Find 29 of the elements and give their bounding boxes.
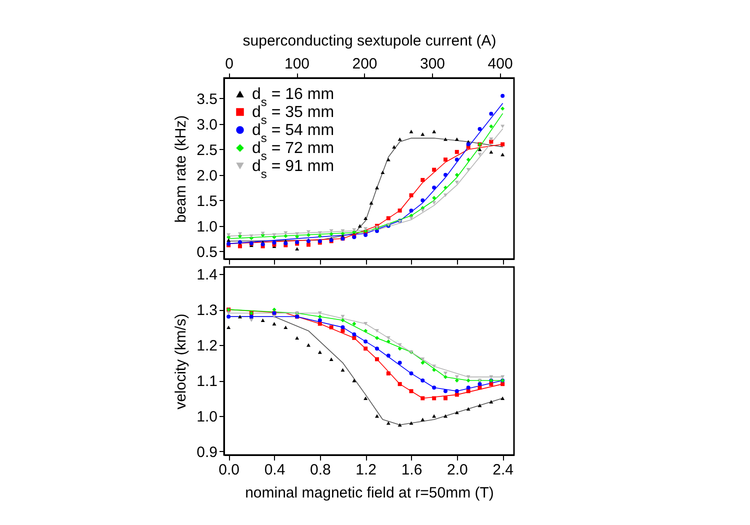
x-axis-title: nominal magnetic field at r=50mm (T)	[245, 484, 494, 502]
y-tick-label: 0.5	[196, 244, 218, 261]
x2-tick-label: 100	[284, 56, 310, 72]
y-tick-label: 3.5	[196, 90, 218, 108]
x2-tick-label: 200	[352, 56, 378, 72]
x-tick-label: 1.2	[356, 462, 377, 478]
y-tick-label: 0.9	[196, 444, 218, 461]
x2-axis-title: superconducting sextupole current (A)	[242, 32, 496, 50]
y-tick-label: 3.0	[196, 116, 218, 134]
y-axis-title: beam rate (kHz)	[172, 115, 190, 223]
x-tick-label: 0.0	[218, 462, 240, 478]
y-tick-label: 1.4	[196, 266, 218, 284]
y-tick-label: 1.1	[196, 373, 218, 390]
y-tick-label: 1.5	[196, 192, 218, 210]
x2-tick-label: 300	[420, 56, 446, 72]
y-axis-title: velocity (km/s)	[172, 314, 190, 410]
x-tick-label: 1.6	[401, 462, 422, 478]
x2-tick-label: 0	[225, 56, 234, 72]
y-tick-label: 2.5	[196, 142, 218, 159]
y-tick-label: 1.0	[196, 218, 218, 236]
y-tick-label: 1.3	[196, 302, 218, 320]
y-tick-label: 1.0	[196, 408, 218, 426]
y-tick-label: 1.2	[196, 338, 218, 355]
y-tick-label: 2.0	[196, 167, 218, 184]
x-tick-label: 2.4	[492, 462, 514, 478]
x-tick-label: 2.0	[446, 462, 468, 478]
x-tick-label: 0.8	[310, 462, 331, 478]
x-tick-label: 0.4	[264, 462, 286, 478]
x2-tick-label: 400	[488, 56, 513, 72]
